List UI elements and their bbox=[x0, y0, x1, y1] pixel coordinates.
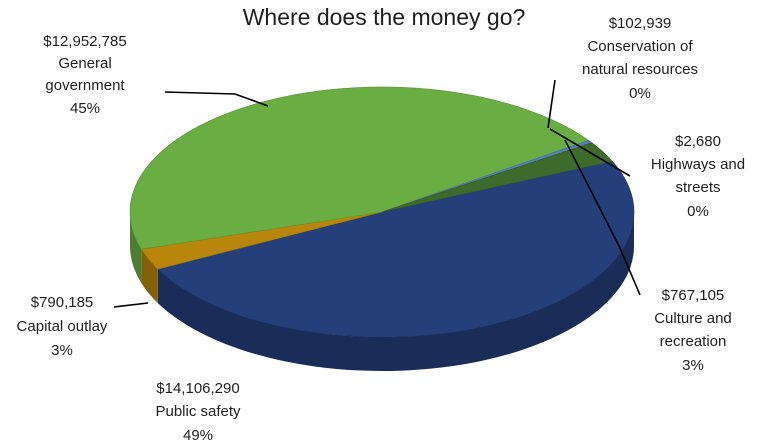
category-label: Culture and bbox=[654, 310, 732, 327]
leader-lines bbox=[113, 79, 641, 308]
percent-label: 45% bbox=[70, 100, 100, 117]
slice-wall-general-government bbox=[130, 212, 142, 284]
label-culture: $767,105 Culture and recreation 3% bbox=[654, 287, 732, 374]
label-highways: $2,680 Highways and streets 0% bbox=[651, 133, 745, 220]
percent-label: 3% bbox=[51, 342, 73, 359]
percent-label: 3% bbox=[682, 357, 704, 374]
leader-line-capital-outlay bbox=[113, 302, 149, 308]
category-label: government bbox=[45, 77, 125, 94]
label-capital-outlay: $790,185 Capital outlay 3% bbox=[17, 294, 108, 359]
category-label: Highways and bbox=[651, 156, 745, 173]
slice-wall-capital-outlay bbox=[141, 249, 158, 304]
category-label: recreation bbox=[660, 333, 727, 350]
label-general-government: $12,952,785 General government 45% bbox=[43, 33, 126, 117]
leader-line-general-government bbox=[164, 91, 269, 107]
value-label: $2,680 bbox=[675, 133, 721, 150]
slice-public-safety bbox=[157, 160, 635, 338]
category-label: streets bbox=[675, 179, 720, 196]
value-label: $12,952,785 bbox=[43, 33, 126, 50]
leader-line-highways bbox=[549, 128, 631, 177]
leader-line-conservation bbox=[547, 79, 556, 129]
category-label: natural resources bbox=[582, 61, 698, 78]
percent-label: 49% bbox=[183, 427, 213, 444]
value-label: $790,185 bbox=[31, 294, 94, 311]
slice-wall-public-safety bbox=[157, 212, 634, 372]
slice-culture-and-recreation bbox=[381, 142, 613, 213]
category-label: Conservation of bbox=[587, 38, 693, 55]
percent-label: 0% bbox=[629, 85, 651, 102]
chart-title: Where does the money go? bbox=[243, 4, 526, 30]
pie-slices bbox=[129, 86, 635, 338]
category-label: General bbox=[58, 55, 111, 72]
value-label: $767,105 bbox=[662, 287, 725, 304]
label-public-safety: $14,106,290 Public safety 49% bbox=[155, 380, 241, 444]
category-label: Capital outlay bbox=[17, 318, 108, 335]
value-label: $102,939 bbox=[609, 15, 672, 32]
value-label: $14,106,290 bbox=[156, 380, 239, 397]
percent-label: 0% bbox=[687, 203, 709, 220]
leader-line-culture bbox=[564, 139, 641, 296]
pie-walls bbox=[130, 212, 634, 372]
slice-general-government bbox=[129, 86, 590, 250]
category-label: Public safety bbox=[155, 403, 241, 420]
label-conservation: $102,939 Conservation of natural resourc… bbox=[582, 15, 698, 102]
